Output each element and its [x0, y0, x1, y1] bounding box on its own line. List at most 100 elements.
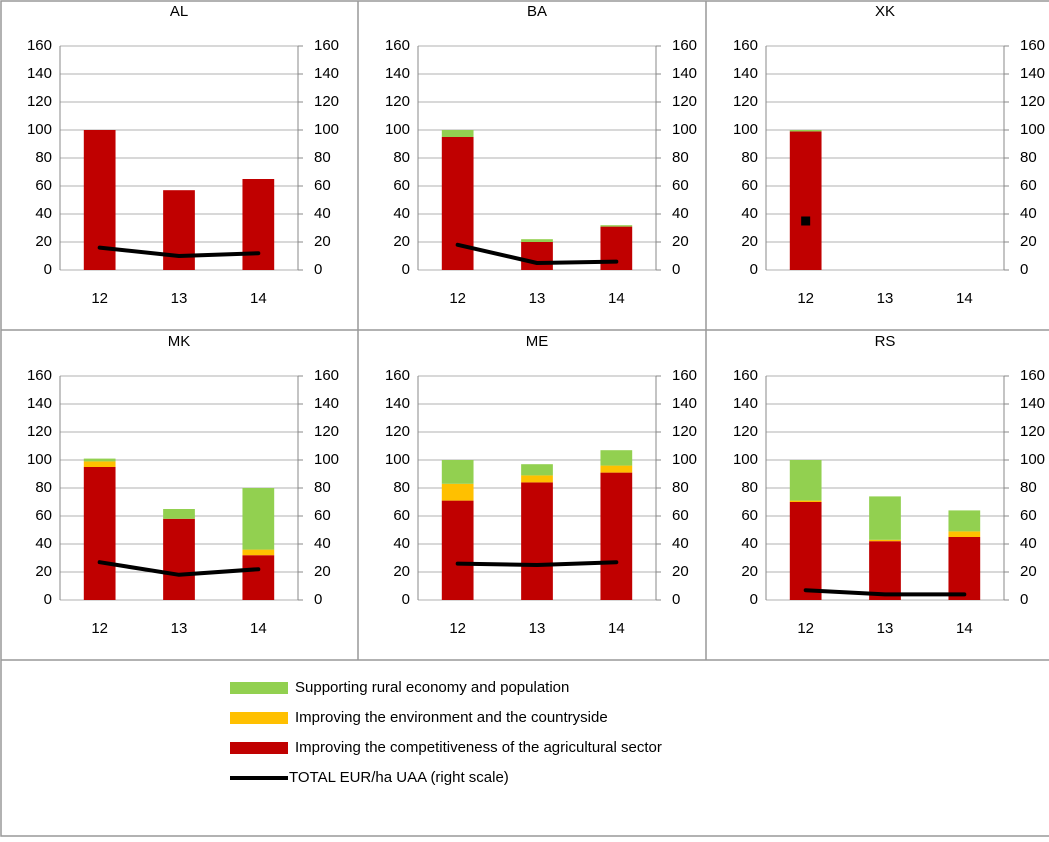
y-tick-label: 80 — [393, 479, 410, 496]
bar-segment — [242, 555, 275, 600]
y2-tick-label: 120 — [314, 423, 339, 440]
legend-swatch — [230, 682, 288, 694]
bar-segment — [600, 472, 633, 600]
y-tick-label: 80 — [35, 479, 52, 496]
y-tick-label: 0 — [750, 261, 758, 278]
y2-tick-label: 140 — [672, 395, 697, 412]
y2-tick-label: 40 — [1020, 535, 1037, 552]
y2-tick-label: 140 — [314, 65, 339, 82]
legend-label: Improving the environment and the countr… — [295, 709, 608, 726]
y2-tick-label: 0 — [314, 591, 322, 608]
legend-swatch — [230, 712, 288, 724]
y-tick-label: 80 — [35, 149, 52, 166]
bar-segment — [441, 483, 474, 501]
y2-tick-label: 100 — [1020, 121, 1045, 138]
bar-segment — [869, 539, 901, 542]
y-tick-label: 20 — [741, 563, 758, 580]
y-tick-label: 20 — [393, 233, 410, 250]
total-line — [455, 560, 619, 567]
bar-segment — [789, 130, 822, 132]
bar-segment — [83, 458, 116, 462]
bar-segment — [441, 460, 474, 484]
y-tick-label: 20 — [393, 563, 410, 580]
y-tick-label: 140 — [27, 65, 52, 82]
y-tick-label: 0 — [402, 261, 410, 278]
bar-segment — [948, 531, 981, 537]
x-tick-label: 13 — [171, 620, 188, 637]
y2-tick-label: 20 — [672, 233, 689, 250]
bar-segment — [789, 500, 822, 502]
y2-tick-label: 160 — [314, 37, 339, 54]
x-tick-label: 12 — [449, 620, 466, 637]
bar-segment — [163, 509, 195, 519]
y2-tick-label: 0 — [1020, 261, 1028, 278]
y-tick-label: 140 — [27, 395, 52, 412]
x-tick-label: 13 — [171, 290, 188, 307]
y2-tick-label: 100 — [1020, 451, 1045, 468]
x-tick-label: 12 — [449, 290, 466, 307]
x-tick-label: 14 — [250, 620, 267, 637]
y-tick-label: 160 — [385, 367, 410, 384]
y2-tick-label: 80 — [314, 479, 331, 496]
y-tick-label: 60 — [393, 507, 410, 524]
total-line — [803, 588, 967, 597]
bar-segment — [521, 239, 553, 242]
y2-tick-label: 140 — [1020, 65, 1045, 82]
bar-segment — [441, 137, 474, 270]
x-tick-label: 14 — [250, 290, 267, 307]
y-tick-label: 20 — [741, 233, 758, 250]
y-tick-label: 140 — [385, 65, 410, 82]
bar-segment — [948, 537, 981, 600]
y-tick-label: 140 — [385, 395, 410, 412]
bar-segment — [869, 496, 901, 540]
y2-tick-label: 160 — [314, 367, 339, 384]
panel-title: BA — [527, 3, 547, 20]
y-tick-label: 160 — [733, 37, 758, 54]
y-tick-label: 140 — [733, 395, 758, 412]
y-tick-label: 40 — [741, 535, 758, 552]
y2-tick-label: 80 — [672, 479, 689, 496]
total-line — [97, 245, 261, 258]
y2-tick-label: 140 — [314, 395, 339, 412]
y-tick-label: 60 — [393, 177, 410, 194]
y2-tick-label: 140 — [1020, 395, 1045, 412]
y-tick-label: 60 — [741, 177, 758, 194]
y2-tick-label: 0 — [672, 261, 680, 278]
bar-segment — [521, 242, 553, 270]
y-tick-label: 100 — [733, 121, 758, 138]
y-tick-label: 20 — [35, 233, 52, 250]
y2-tick-label: 120 — [1020, 93, 1045, 110]
x-tick-label: 13 — [877, 620, 894, 637]
y-tick-label: 120 — [733, 93, 758, 110]
y-tick-label: 100 — [385, 451, 410, 468]
panel-title: XK — [875, 3, 895, 20]
panel-title: AL — [170, 3, 188, 20]
y2-tick-label: 40 — [672, 535, 689, 552]
y2-tick-label: 0 — [1020, 591, 1028, 608]
x-tick-label: 14 — [608, 620, 625, 637]
bar-segment — [521, 475, 553, 483]
bar-segment — [521, 482, 553, 600]
bar-segment — [163, 190, 195, 270]
y2-tick-label: 60 — [1020, 507, 1037, 524]
bar-segment — [521, 464, 553, 476]
x-tick-label: 12 — [797, 620, 814, 637]
x-tick-label: 14 — [608, 290, 625, 307]
legend-label: TOTAL EUR/ha UAA (right scale) — [289, 769, 509, 786]
bar-segment — [242, 549, 275, 556]
panel-title: RS — [875, 333, 896, 350]
y-tick-label: 160 — [733, 367, 758, 384]
bar-segment — [789, 460, 822, 501]
panel-title: ME — [526, 333, 549, 350]
y-tick-label: 60 — [35, 507, 52, 524]
y2-tick-label: 80 — [1020, 149, 1037, 166]
y2-tick-label: 120 — [1020, 423, 1045, 440]
y-tick-label: 40 — [35, 535, 52, 552]
y-tick-label: 160 — [385, 37, 410, 54]
bar-segment — [242, 488, 275, 550]
y-tick-label: 100 — [385, 121, 410, 138]
legend-label: Supporting rural economy and population — [295, 679, 569, 696]
y2-tick-label: 140 — [672, 65, 697, 82]
